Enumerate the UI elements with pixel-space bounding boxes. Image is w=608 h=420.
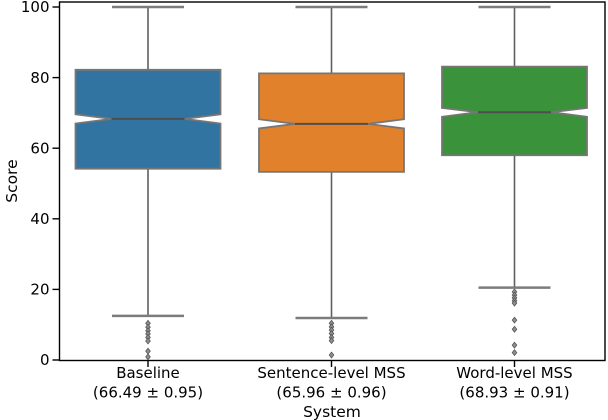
outlier-diamond [511, 349, 518, 357]
y-tick-label: 20 [30, 281, 49, 299]
outlier-diamond [511, 316, 518, 324]
y-tick-label: 80 [30, 69, 49, 87]
y-tick-label: 40 [30, 210, 49, 228]
y-tick-label: 60 [30, 139, 49, 157]
notched-box [258, 72, 405, 173]
x-tick-label-line2: (65.96 ± 0.96) [276, 384, 386, 402]
axes-frame [58, 1, 606, 362]
box-group-word-level-mss [441, 5, 588, 357]
y-tick-label: 0 [40, 351, 50, 369]
x-axis-label: System [303, 403, 361, 420]
outlier-diamond [328, 337, 335, 345]
outlier-diamond [145, 353, 151, 361]
x-tick-label-line2: (66.49 ± 0.95) [93, 384, 203, 402]
outlier-diamond [145, 337, 151, 345]
x-tick-label-line1: Baseline [116, 364, 180, 382]
outlier-diamond [511, 325, 518, 333]
x-tick-label-line2: (68.93 ± 0.91) [459, 384, 569, 402]
axes-frame-layer [58, 1, 606, 362]
box-group-baseline [74, 5, 222, 361]
outlier-diamond [511, 299, 518, 307]
box-data-layer [74, 5, 588, 361]
x-tick-label-line1: Sentence-level MSS [257, 364, 405, 382]
y-axis-label: Score [3, 159, 21, 202]
notched-box [441, 65, 588, 157]
box-group-sentence-level-mss [258, 5, 405, 359]
y-tick-label: 100 [21, 0, 50, 16]
outlier-diamond [328, 351, 335, 359]
x-tick-label-line1: Word-level MSS [456, 364, 572, 382]
tick-layer: 0 20 40 60 80 100 Baseline (66.49 ± 0.95) Senten… [21, 0, 573, 402]
outlier-diamond [511, 341, 518, 349]
outlier-diamond [145, 347, 151, 355]
